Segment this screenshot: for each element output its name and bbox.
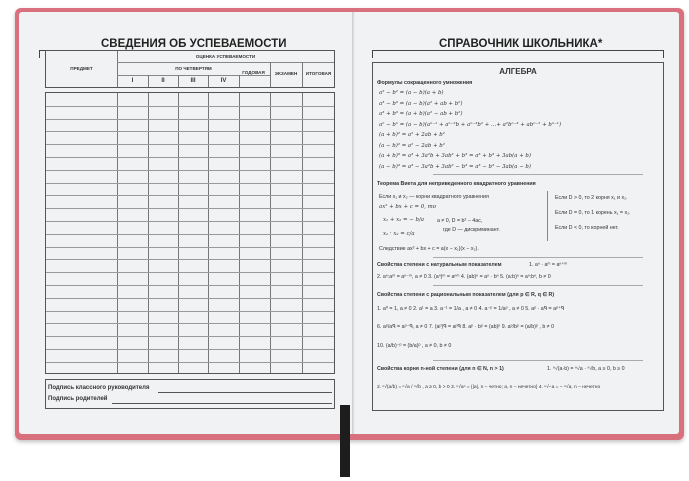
grade-table-header: ПРЕДМЕТ ОЦЕНКА УСПЕВАЕМОСТИ ПО ЧЕТВЕРТЯМ… — [45, 50, 335, 88]
grid-column-line — [239, 93, 240, 373]
vieta-corollary: Следствие ax² + bx + c = a(x − x₁)(x − x… — [379, 246, 479, 252]
header-q2: II — [161, 78, 165, 84]
table-row-line — [46, 118, 334, 120]
abbr-formula: (a − b)² = a² − 2ab + b² — [379, 142, 445, 149]
vieta-eq: ax² + bx + c = 0, то — [379, 204, 436, 210]
sig-parents-label: Подпись родителей — [48, 396, 108, 402]
vieta-title: Теорема Виета для неприведенного квадрат… — [377, 181, 536, 187]
bookmark-ribbon[interactable] — [340, 405, 350, 477]
abbr-formula: a³ − b³ = (a − b)(a² + ab + b²) — [379, 100, 463, 107]
abbr-title: Формулы сокращенного умножения — [377, 80, 473, 86]
vieta-text: Если x₁ и x₂ — корни квадратного уравнен… — [379, 194, 489, 200]
vieta-disc: где D — дискриминант. — [443, 227, 500, 233]
table-row-line — [46, 169, 334, 171]
table-row-line — [46, 285, 334, 286]
header-final: ИТОГОВАЯ — [305, 71, 332, 76]
sig-teacher-label: Подпись классного руководителя — [48, 385, 150, 391]
table-row-line — [46, 208, 334, 210]
nat-title: Свойства степени с натуральным показател… — [377, 262, 502, 268]
header-q3: III — [190, 78, 196, 84]
root-rest: 2. ⁿ√(a/b) = ⁿ√a / ⁿ√b , a ≥ 0, b > 0 3.… — [377, 385, 601, 390]
spine — [352, 12, 356, 434]
rat-2: 6. aᵖ/aᑫ = aᵖ⁻ᑫ, a ≠ 0 7. (aᵖ)ᑫ = aᵖᑫ 8.… — [377, 324, 555, 330]
header-exam: ЭКЗАМЕН — [274, 71, 298, 76]
disc-negative: Если D < 0, то корней нет. — [555, 225, 619, 231]
abbr-formula: aⁿ − bⁿ = (a − b)(aⁿ⁻¹ + aⁿ⁻²b + aⁿ⁻³b² … — [379, 121, 562, 128]
abbr-formula: a² − b² = (a − b)(a + b) — [379, 90, 444, 96]
header-q4: IV — [220, 78, 227, 84]
table-row-line — [46, 195, 334, 197]
page-title: СВЕДЕНИЯ ОБ УСПЕВАЕМОСТИ — [95, 38, 293, 50]
header-subject: ПРЕДМЕТ — [70, 66, 93, 71]
title-frame — [372, 50, 664, 58]
table-row-line — [46, 131, 334, 133]
abbr-formula: a³ + b³ = (a + b)(a² − ab + b²) — [379, 111, 463, 117]
table-row-line — [46, 272, 334, 274]
nat-1: 1. aⁿ · aᵐ = aⁿ⁺ᵐ — [529, 262, 568, 268]
table-row-line — [46, 233, 334, 235]
grid-column-line — [302, 93, 303, 373]
root-1: 1. ⁿ√(a·b) = ⁿ√a · ⁿ√b, a ≥ 0, b ≥ 0 — [547, 366, 625, 372]
table-row-line — [46, 310, 334, 312]
left-page: СВЕДЕНИЯ ОБ УСПЕВАЕМОСТИ ПРЕДМЕТ ОЦЕНКА … — [19, 12, 353, 434]
table-row-line — [46, 297, 334, 299]
table-row-line — [46, 157, 334, 158]
disc-positive: Если D > 0, то 2 корня x₁ и x₂. — [555, 195, 628, 201]
table-row-line — [46, 246, 334, 248]
grid-column-line — [208, 93, 209, 373]
sig-parents-line[interactable] — [112, 403, 332, 404]
table-row-line — [46, 336, 334, 338]
abbr-formula: (a + b)² = a² + 2ab + b² — [379, 132, 445, 138]
signature-box: Подпись классного руководителя Подпись р… — [45, 379, 335, 409]
header-q1: I — [131, 78, 134, 84]
table-row-line — [46, 361, 334, 363]
vieta-sum: x₁ + x₂ = − b/a — [383, 217, 425, 223]
table-row-line — [46, 221, 334, 222]
table-row-line — [46, 349, 334, 350]
grid-column-line — [148, 93, 149, 373]
table-row-line — [46, 323, 334, 325]
table-row-line — [46, 144, 334, 146]
table-row-line — [46, 105, 334, 107]
header-year: ГОДОВАЯ — [242, 70, 265, 75]
sig-teacher-line[interactable] — [158, 392, 332, 393]
table-row-line — [46, 259, 334, 261]
vieta-cond: a ≠ 0, D = b² − 4ac, — [437, 218, 483, 224]
section-title: АЛГЕБРА — [499, 67, 537, 76]
disc-zero: Если D = 0, то 1 корень x₁ = x₂. — [555, 210, 631, 216]
right-page: СПРАВОЧНИК ШКОЛЬНИКА* АЛГЕБРА Формулы со… — [355, 12, 679, 434]
abbr-formula: (a − b)³ = a³ − 3a²b + 3ab² − b³ = a³ − … — [379, 163, 531, 170]
header-quarters: ПО ЧЕТВЕРТЯМ — [175, 66, 212, 71]
root-title: Свойства корня n-ной степени (для n ∈ N,… — [377, 366, 504, 372]
rat-title: Свойства степени с рациональным показате… — [377, 292, 555, 298]
grid-column-line — [270, 93, 271, 373]
rat-3: 10. (a/b)⁻ᵖ = (b/a)ᵖ , a ≠ 0, b ≠ 0 — [377, 343, 452, 349]
rat-1: 1. a⁰ = 1, a ≠ 0 2. a¹ = a 3. a⁻¹ = 1/a … — [377, 306, 565, 312]
grade-table[interactable] — [45, 92, 335, 374]
table-row-line — [46, 182, 334, 184]
abbr-formula: (a + b)³ = a³ + 3a²b + 3ab² + b³ = a³ + … — [379, 153, 531, 159]
header-grades: ОЦЕНКА УСПЕВАЕМОСТИ — [195, 54, 256, 59]
page-title: СПРАВОЧНИК ШКОЛЬНИКА* — [433, 38, 609, 50]
grid-column-line — [178, 93, 179, 373]
nat-rest: 2. aⁿ:aᵐ = aⁿ⁻ᵐ, a ≠ 0 3. (aⁿ)ᵐ = aⁿᵐ 4.… — [377, 274, 551, 280]
vieta-product: x₁ · x₂ = c/a — [383, 231, 415, 237]
reference-box: АЛГЕБРА Формулы сокращенного умножения a… — [372, 62, 664, 411]
grid-column-line — [117, 93, 118, 373]
